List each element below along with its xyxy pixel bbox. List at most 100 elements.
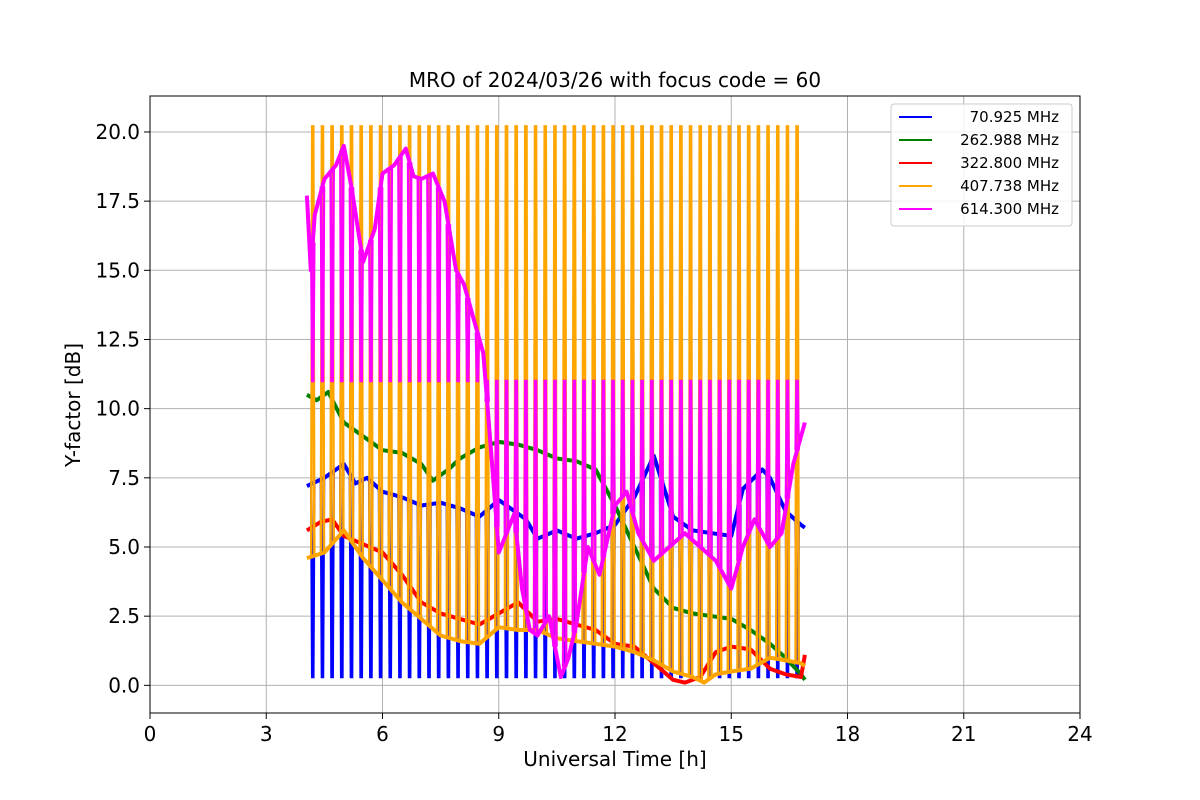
- calibration-spike: [435, 187, 442, 383]
- chart-title: MRO of 2024/03/26 with focus code = 60: [409, 68, 821, 92]
- calibration-spike: [784, 379, 791, 499]
- calibration-spike: [726, 379, 733, 586]
- legend-label: 614.300 MHz: [960, 200, 1059, 218]
- series-line: [304, 143, 807, 679]
- calibration-spike: [464, 297, 471, 383]
- calibration-spike: [649, 379, 655, 558]
- calibration-spike: [513, 379, 519, 533]
- calibration-spike: [629, 379, 636, 513]
- calibration-spike: [368, 481, 374, 679]
- calibration-spike: [619, 379, 626, 497]
- y-tick-label: 5.0: [108, 535, 140, 559]
- x-tick-label: 24: [1067, 722, 1092, 746]
- calibration-spike: [755, 379, 762, 527]
- x-tick-label: 6: [376, 722, 389, 746]
- calibration-spike: [707, 379, 713, 556]
- calibration-spike: [503, 125, 510, 629]
- calibration-spike: [639, 379, 645, 541]
- y-tick-label: 2.5: [108, 604, 140, 628]
- legend: 70.925 MHz 262.988 MHz 322.800 MHz 407.738 …: [890, 103, 1073, 227]
- x-tick-label: 18: [835, 722, 860, 746]
- y-tick-label: 17.5: [95, 189, 140, 213]
- calibration-spike: [329, 169, 335, 383]
- legend-label: 407.738 MHz: [960, 177, 1059, 195]
- calibration-spike: [494, 125, 500, 629]
- calibration-spike: [716, 379, 723, 568]
- calibration-spike: [687, 379, 694, 539]
- axis-ticks: 0 3 6 9 12 15 18 21 24 0.0 2.5 5.0 7.5 10.0 12.5 15.0 17…: [95, 120, 1092, 746]
- x-tick-label: 3: [260, 722, 273, 746]
- calibration-spike: [416, 178, 423, 383]
- y-tick-label: 10.0: [95, 397, 140, 421]
- x-axis-label: Universal Time [h]: [523, 747, 706, 771]
- x-tick-label: 15: [719, 722, 744, 746]
- calibration-spike: [484, 379, 490, 402]
- calibration-spike: [339, 150, 345, 383]
- y-tick-label: 7.5: [108, 466, 140, 490]
- calibration-spike: [552, 379, 558, 647]
- calibration-spike: [561, 379, 568, 668]
- calibration-spike: [494, 379, 500, 527]
- calibration-spike: [668, 379, 674, 546]
- calibration-spike: [542, 379, 549, 623]
- y-axis-label: Y-factor [dB]: [61, 343, 85, 468]
- calibration-spike: [319, 186, 326, 383]
- calibration-spike: [387, 167, 394, 383]
- calibration-spike: [377, 187, 384, 383]
- calibration-spike: [600, 379, 607, 558]
- x-tick-label: 21: [951, 722, 976, 746]
- calibration-spike: [794, 379, 800, 451]
- calibration-spike: [358, 480, 364, 679]
- plot-area: [304, 125, 807, 685]
- calibration-spike: [309, 483, 316, 679]
- calibration-spike: [329, 472, 335, 679]
- calibration-spike: [774, 379, 781, 538]
- calibration-spike: [455, 273, 461, 383]
- legend-label: 262.988 MHz: [960, 131, 1059, 149]
- calibration-spike: [523, 125, 529, 631]
- calibration-spike: [474, 332, 481, 383]
- calibration-spike: [445, 224, 452, 383]
- calibration-spike: [358, 249, 364, 383]
- calibration-spike: [348, 476, 355, 679]
- calibration-spike: [406, 162, 413, 383]
- calibration-spike: [532, 379, 539, 635]
- legend-label: 322.800 MHz: [960, 154, 1059, 172]
- legend-box: [890, 103, 1073, 227]
- calibration-spike: [397, 156, 403, 383]
- series-614-300-mhz: [304, 143, 807, 679]
- calibration-spike: [571, 379, 578, 633]
- calibration-spike: [455, 125, 461, 641]
- calibration-spike: [590, 379, 597, 561]
- calibration-spike: [581, 379, 587, 573]
- calibration-spike: [523, 379, 529, 610]
- legend-label: 70.925 MHz: [970, 108, 1059, 126]
- series-line: [306, 528, 807, 685]
- x-tick-label: 0: [144, 722, 157, 746]
- calibration-spike: [745, 379, 752, 534]
- axes-frame: [149, 95, 1081, 714]
- calibration-spike: [658, 379, 665, 554]
- calibration-spike: [765, 379, 771, 544]
- calibration-spike: [348, 187, 355, 383]
- calibration-spike: [697, 379, 704, 548]
- calibration-spike: [532, 125, 539, 631]
- calibration-spike: [339, 465, 345, 679]
- y-tick-label: 0.0: [108, 673, 140, 697]
- calibration-spike: [377, 489, 384, 679]
- calibration-spike: [309, 242, 316, 383]
- calibration-spike: [426, 175, 432, 383]
- y-tick-label: 12.5: [95, 327, 140, 351]
- calibration-spike: [368, 239, 374, 383]
- x-tick-label: 12: [602, 722, 627, 746]
- calibration-spike: [610, 379, 616, 515]
- calibration-spike: [474, 125, 481, 644]
- y-tick-label: 20.0: [95, 120, 140, 144]
- calibration-spike: [503, 379, 510, 534]
- calibration-spike: [678, 379, 684, 537]
- x-tick-label: 9: [492, 722, 505, 746]
- calibration-spike: [319, 478, 326, 679]
- calibration-spike: [736, 379, 742, 561]
- calibration-spike: [513, 125, 519, 630]
